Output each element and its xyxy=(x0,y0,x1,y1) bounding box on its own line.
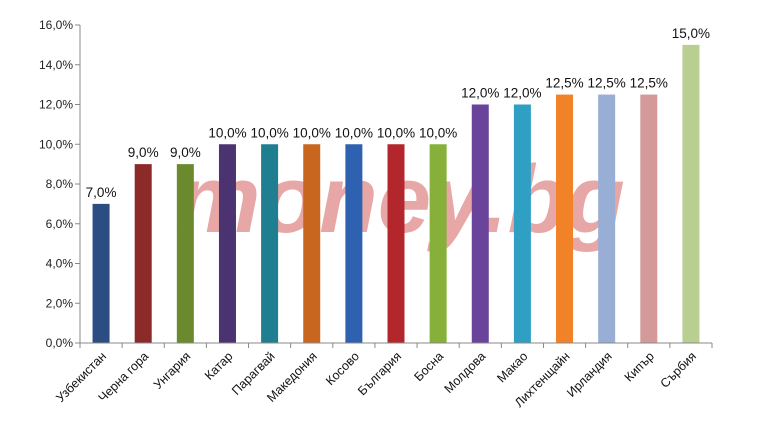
bar xyxy=(387,144,405,343)
data-label: 12,0% xyxy=(503,86,541,101)
data-label: 12,5% xyxy=(545,76,583,91)
bar xyxy=(556,94,574,343)
data-label: 9,0% xyxy=(170,145,201,160)
y-axis: 0,0% 2,0% 4,0% 6,0% 8,0% 10,0% 12,0% 14,0% 16,0% xyxy=(39,18,81,350)
bar xyxy=(92,203,110,343)
bar xyxy=(471,104,489,343)
x-tick-label: Косово xyxy=(323,349,362,388)
bar xyxy=(640,94,658,343)
data-label: 10,0% xyxy=(419,125,457,140)
bars-group xyxy=(92,44,700,343)
x-tick-label: Ирландия xyxy=(564,349,615,400)
data-label: 12,5% xyxy=(630,76,668,91)
y-tick-label: 10,0% xyxy=(39,137,73,151)
x-tick-label: Босна xyxy=(411,349,446,384)
bar xyxy=(303,144,321,343)
bar xyxy=(134,164,152,343)
bar xyxy=(682,44,700,343)
x-tick-label: Макао xyxy=(494,349,530,385)
x-tick-label: Унгария xyxy=(151,349,194,392)
y-tick-label: 14,0% xyxy=(39,58,73,72)
data-label: 10,0% xyxy=(250,125,288,140)
bar xyxy=(598,94,616,343)
bar xyxy=(345,144,363,343)
data-label: 15,0% xyxy=(672,26,710,41)
y-tick-label: 8,0% xyxy=(46,177,74,191)
x-tick-label: Кипър xyxy=(622,349,657,384)
data-labels-group: 7,0% 9,0% 9,0% 10,0% 10,0% 10,0% 10,0% 10,0% 10,… xyxy=(86,26,710,200)
data-label: 10,0% xyxy=(377,125,415,140)
y-tick-label: 0,0% xyxy=(46,336,74,350)
y-tick-label: 2,0% xyxy=(46,296,74,310)
data-label: 9,0% xyxy=(128,145,159,160)
data-label: 12,5% xyxy=(588,76,626,91)
x-tick-label: Сърбия xyxy=(658,349,700,391)
x-tick-label: България xyxy=(355,349,404,398)
data-label: 7,0% xyxy=(86,185,117,200)
x-tick-label: Молдова xyxy=(442,349,489,396)
y-tick-label: 12,0% xyxy=(39,98,73,112)
data-label: 12,0% xyxy=(461,86,499,101)
bar xyxy=(176,164,194,343)
bar xyxy=(513,104,531,343)
y-tick-label: 6,0% xyxy=(46,217,74,231)
y-tick-label: 16,0% xyxy=(39,18,73,32)
y-tick-label: 4,0% xyxy=(46,257,74,271)
data-label: 10,0% xyxy=(293,125,331,140)
bar xyxy=(429,144,447,343)
data-label: 10,0% xyxy=(335,125,373,140)
bar xyxy=(261,144,279,343)
x-tick-label: Катар xyxy=(202,349,236,383)
bar xyxy=(218,144,236,343)
data-label: 10,0% xyxy=(208,125,246,140)
